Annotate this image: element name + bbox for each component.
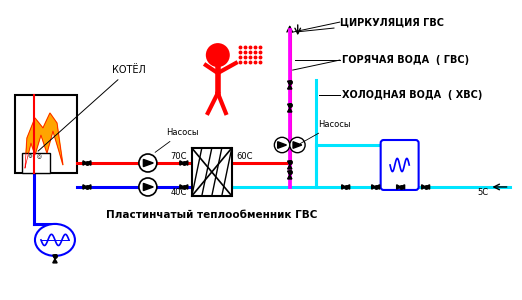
Text: 40C: 40C xyxy=(171,188,187,197)
Circle shape xyxy=(275,137,290,153)
Bar xyxy=(192,148,232,196)
Polygon shape xyxy=(293,142,302,148)
Text: ◎: ◎ xyxy=(37,154,42,159)
Polygon shape xyxy=(288,165,292,169)
Polygon shape xyxy=(184,185,188,189)
Polygon shape xyxy=(288,108,292,112)
Text: 60C: 60C xyxy=(237,152,253,161)
Polygon shape xyxy=(87,161,91,165)
Text: Пластинчатый теплообменник ГВС: Пластинчатый теплообменник ГВС xyxy=(106,210,317,220)
Text: Насосы: Насосы xyxy=(155,128,198,152)
Polygon shape xyxy=(180,185,184,189)
Circle shape xyxy=(290,137,305,153)
Polygon shape xyxy=(288,85,292,89)
Polygon shape xyxy=(288,161,292,165)
Polygon shape xyxy=(372,185,376,189)
Polygon shape xyxy=(288,104,292,108)
Polygon shape xyxy=(397,185,401,189)
Circle shape xyxy=(206,43,230,67)
Polygon shape xyxy=(53,259,57,263)
Polygon shape xyxy=(83,161,87,165)
Polygon shape xyxy=(376,185,379,189)
Polygon shape xyxy=(288,81,292,85)
Circle shape xyxy=(139,178,157,196)
Polygon shape xyxy=(184,161,188,165)
Polygon shape xyxy=(144,183,153,190)
FancyBboxPatch shape xyxy=(381,140,419,190)
Polygon shape xyxy=(144,159,153,167)
Circle shape xyxy=(139,154,157,172)
Polygon shape xyxy=(288,175,292,179)
Polygon shape xyxy=(180,161,184,165)
Polygon shape xyxy=(425,185,430,189)
Polygon shape xyxy=(288,171,292,175)
Bar xyxy=(15,95,77,173)
Text: 70C: 70C xyxy=(170,152,187,161)
Polygon shape xyxy=(53,255,57,259)
Text: ЦИРКУЛЯЦИЯ ГВС: ЦИРКУЛЯЦИЯ ГВС xyxy=(298,17,444,32)
Polygon shape xyxy=(83,185,87,189)
Ellipse shape xyxy=(35,224,75,256)
Polygon shape xyxy=(87,185,91,189)
Text: 5C: 5C xyxy=(477,188,488,197)
Polygon shape xyxy=(401,185,405,189)
Text: ГОРЯЧАЯ ВОДА  ( ГВС): ГОРЯЧАЯ ВОДА ( ГВС) xyxy=(342,55,469,65)
Text: ХОЛОДНАЯ ВОДА  ( ХВС): ХОЛОДНАЯ ВОДА ( ХВС) xyxy=(342,90,482,100)
Text: КОТЁЛ: КОТЁЛ xyxy=(38,65,146,151)
Polygon shape xyxy=(278,142,287,148)
Text: Насосы: Насосы xyxy=(300,120,350,144)
Polygon shape xyxy=(346,185,350,189)
Polygon shape xyxy=(25,113,63,168)
Polygon shape xyxy=(342,185,346,189)
Polygon shape xyxy=(422,185,425,189)
Bar xyxy=(22,153,50,173)
Text: ⚙: ⚙ xyxy=(28,154,33,159)
